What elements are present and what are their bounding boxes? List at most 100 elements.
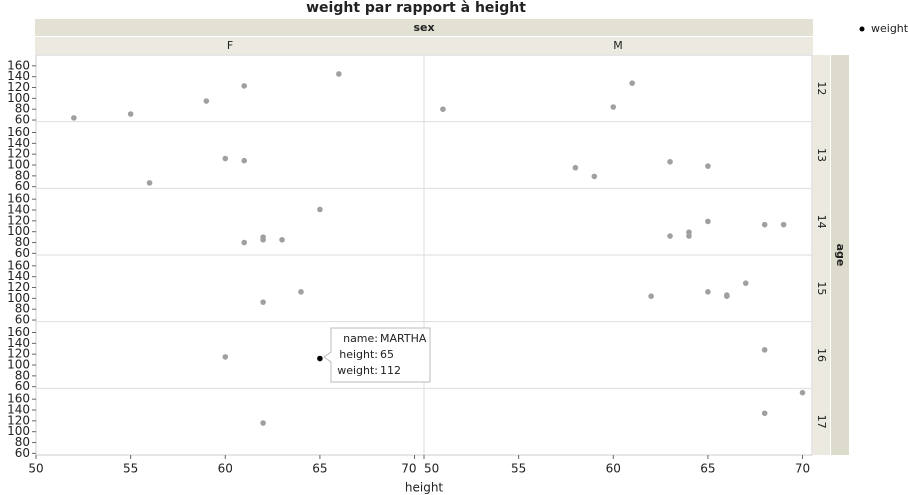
column-facet-label: sex [413, 21, 434, 34]
tooltip-label: height: [339, 348, 378, 361]
y-tick-label: 60 [15, 446, 30, 460]
tooltip-value: 112 [380, 364, 401, 377]
point [686, 233, 692, 239]
y-tick-label: 140 [7, 336, 30, 350]
point [572, 164, 579, 171]
point [71, 115, 77, 121]
y-tick-label: 80 [15, 102, 30, 116]
y-tick-label: 120 [7, 280, 30, 294]
tooltip-label: name: [343, 332, 378, 345]
y-tick-label: 120 [7, 213, 30, 227]
point [610, 104, 617, 110]
point [260, 237, 266, 243]
y-tick-label: 100 [7, 291, 30, 305]
point [705, 163, 711, 169]
point [222, 155, 229, 162]
point [648, 293, 654, 299]
y-tick-label: 60 [15, 313, 30, 327]
y-tick-label: 120 [7, 80, 30, 94]
point [761, 347, 768, 353]
point [761, 410, 768, 417]
y-tick-label: 140 [7, 269, 30, 283]
y-tick-label: 100 [7, 158, 30, 172]
point [742, 280, 749, 286]
column-label: F [227, 39, 233, 52]
chart-title: weight par rapport à height [306, 0, 526, 16]
y-tick-label: 100 [7, 224, 30, 238]
point [279, 237, 285, 243]
y-tick-label: 160 [7, 58, 30, 72]
point [317, 355, 323, 362]
y-tick-label: 120 [7, 347, 30, 361]
y-tick-label: 60 [15, 113, 30, 127]
point [761, 221, 768, 228]
y-tick-label: 160 [7, 392, 30, 406]
point [799, 389, 806, 396]
y-tick-label: 140 [7, 203, 30, 217]
row-label: 15 [815, 281, 828, 295]
x-tick-label: 65 [700, 462, 715, 476]
y-tick-label: 120 [7, 147, 30, 161]
column-labels-band [35, 37, 813, 54]
point [146, 180, 153, 186]
row-facet-label: age [834, 244, 847, 267]
point [260, 299, 266, 305]
tooltip-label: weight: [337, 364, 378, 377]
point [241, 239, 247, 246]
point [298, 289, 304, 295]
row-labels-band [813, 55, 830, 455]
y-tick-label: 120 [7, 413, 30, 427]
point [203, 98, 210, 104]
point [705, 218, 711, 225]
x-tick-label: 60 [606, 462, 621, 476]
row-facet-band [831, 55, 849, 455]
column-label: M [613, 39, 623, 52]
y-tick-label: 140 [7, 69, 30, 83]
point [780, 221, 787, 228]
column-facet-band [35, 19, 813, 36]
point [317, 206, 323, 213]
point [336, 71, 342, 77]
x-tick-label: 55 [511, 462, 526, 476]
y-tick-label: 100 [7, 91, 30, 105]
point [127, 111, 134, 117]
y-tick-label: 80 [15, 168, 30, 182]
tooltip-value: MARTHA [380, 332, 427, 345]
y-tick-label: 140 [7, 403, 30, 417]
tooltip-value: 65 [380, 348, 394, 361]
point [667, 233, 673, 239]
y-tick-label: 80 [15, 435, 30, 449]
point [724, 293, 730, 299]
tooltip-box [323, 327, 431, 383]
x-tick-label: 50 [28, 462, 43, 476]
y-tick-label: 80 [15, 368, 30, 382]
point [591, 173, 598, 180]
point [260, 420, 266, 426]
legend-label: weight [871, 22, 908, 35]
y-tick-label: 160 [7, 125, 30, 139]
point [440, 106, 446, 113]
y-tick-label: 100 [7, 358, 30, 372]
row-label: 13 [815, 148, 828, 162]
tooltip: name: MARTHA height: 65 weight: 112 [323, 327, 431, 383]
y-tick-label: 60 [15, 179, 30, 193]
point [241, 157, 247, 164]
x-tick-label: 70 [795, 462, 810, 476]
x-tick-label: 60 [218, 462, 233, 476]
point [629, 80, 635, 86]
point [241, 83, 247, 89]
y-tick-label: 140 [7, 136, 30, 150]
y-tick-label: 60 [15, 246, 30, 260]
legend-marker [859, 26, 865, 32]
y-tick-label: 80 [15, 302, 30, 316]
x-tick-label: 55 [123, 462, 138, 476]
y-tick-label: 80 [15, 235, 30, 249]
x-tick-label: 65 [312, 462, 327, 476]
point [667, 158, 673, 165]
y-tick-label: 100 [7, 424, 30, 438]
y-tick-label: 160 [7, 192, 30, 206]
row-label: 12 [815, 81, 828, 95]
point [705, 289, 711, 295]
